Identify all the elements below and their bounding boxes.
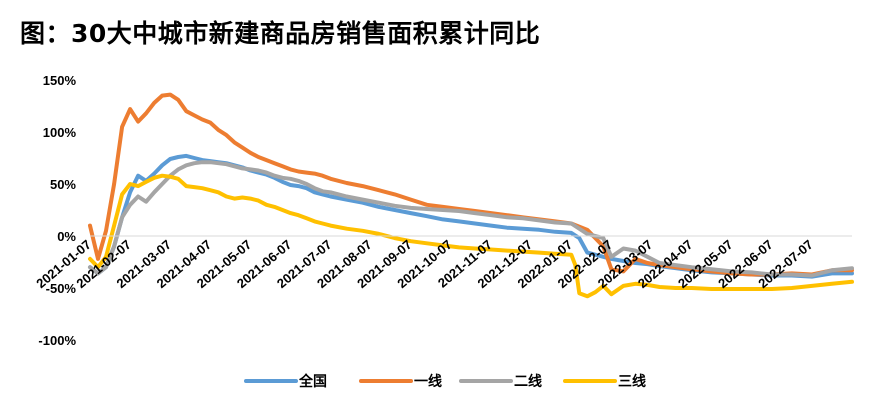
y-tick-label: -100%: [38, 333, 76, 348]
y-tick-label: 50%: [50, 177, 76, 192]
series-line-三线: [88, 173, 854, 299]
series-line-二线: [88, 160, 854, 278]
y-tick-label: 150%: [43, 73, 77, 88]
legend-label: 二线: [514, 373, 542, 390]
legend-label: 三线: [618, 373, 646, 390]
legend: 全国 一线 二线 三线: [244, 373, 646, 390]
y-tick-label: 100%: [43, 125, 77, 140]
chart-title: 图：30大中城市新建商品房销售面积累计同比: [20, 19, 541, 48]
series-lines: [88, 92, 854, 299]
series-line-一线: [88, 92, 854, 277]
y-axis: 150% 100% 50% 0% -50% -100%: [38, 73, 76, 348]
legend-label: 一线: [414, 373, 442, 390]
x-axis: 2021-01-072021-02-072021-03-072021-04-07…: [33, 235, 852, 291]
legend-label: 全国: [298, 373, 327, 390]
y-tick-label: 0%: [57, 229, 76, 244]
y-tick-label: -50%: [46, 281, 77, 296]
